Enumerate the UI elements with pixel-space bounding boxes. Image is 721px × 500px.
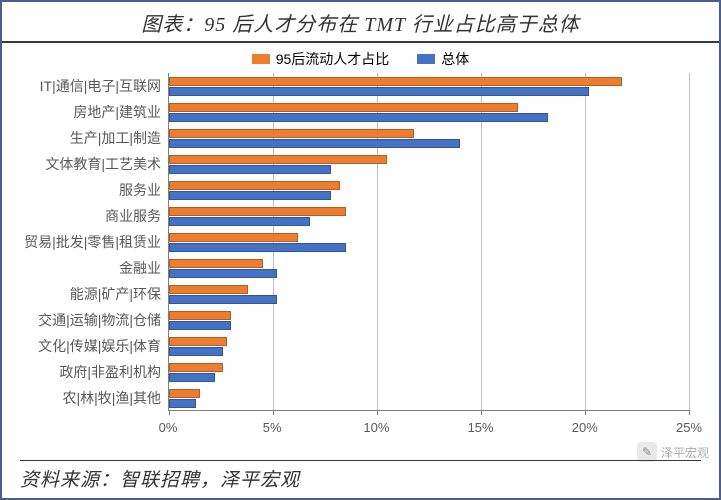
bar bbox=[169, 347, 223, 356]
bar bbox=[169, 363, 223, 372]
category-group: 政府|非盈利机构 bbox=[169, 359, 689, 385]
bar bbox=[169, 155, 387, 164]
plot: IT|通信|电子|互联网房地产|建筑业生产|加工|制造文体教育|工艺美术服务业商… bbox=[168, 73, 689, 411]
category-label: 文体教育|工艺美术 bbox=[45, 154, 169, 174]
category-group: 文体教育|工艺美术 bbox=[169, 151, 689, 177]
bar bbox=[169, 103, 518, 112]
bar bbox=[169, 129, 414, 138]
category-label: 金融业 bbox=[119, 258, 169, 278]
bar bbox=[169, 77, 622, 86]
category-group: 房地产|建筑业 bbox=[169, 99, 689, 125]
x-tick-label: 0% bbox=[159, 420, 178, 435]
category-group: IT|通信|电子|互联网 bbox=[169, 73, 689, 99]
category-group: 交通|运输|物流|仓储 bbox=[169, 307, 689, 333]
category-label: IT|通信|电子|互联网 bbox=[40, 76, 169, 96]
chart-area: IT|通信|电子|互联网房地产|建筑业生产|加工|制造文体教育|工艺美术服务业商… bbox=[168, 73, 689, 435]
category-label: 房地产|建筑业 bbox=[73, 102, 169, 122]
category-label: 农|林|牧|渔|其他 bbox=[62, 388, 169, 408]
category-group: 能源|矿产|环保 bbox=[169, 281, 689, 307]
bar bbox=[169, 207, 346, 216]
x-tick-label: 5% bbox=[263, 420, 282, 435]
bar bbox=[169, 181, 340, 190]
x-tick-label: 15% bbox=[468, 420, 494, 435]
category-label: 能源|矿产|环保 bbox=[70, 284, 169, 304]
bar bbox=[169, 321, 231, 330]
source-line: 资料来源：智联招聘，泽平宏观 bbox=[20, 460, 701, 492]
legend-label: 95后流动人才占比 bbox=[276, 49, 390, 69]
category-label: 交通|运输|物流|仓储 bbox=[38, 310, 169, 330]
category-group: 农|林|牧|渔|其他 bbox=[169, 385, 689, 411]
x-tick-label: 25% bbox=[676, 420, 702, 435]
bar bbox=[169, 233, 298, 242]
bar bbox=[169, 399, 196, 408]
bar bbox=[169, 191, 331, 200]
x-tick-label: 20% bbox=[572, 420, 598, 435]
category-group: 金融业 bbox=[169, 255, 689, 281]
x-tick-label: 10% bbox=[363, 420, 389, 435]
bar bbox=[169, 139, 460, 148]
category-group: 服务业 bbox=[169, 177, 689, 203]
bar bbox=[169, 113, 548, 122]
category-label: 贸易|批发|零售|租赁业 bbox=[24, 232, 169, 252]
legend-swatch bbox=[252, 54, 270, 64]
bar bbox=[169, 269, 277, 278]
watermark: ✎ 泽平宏观 bbox=[637, 442, 709, 462]
category-label: 生产|加工|制造 bbox=[70, 128, 169, 148]
bar bbox=[169, 217, 310, 226]
category-group: 商业服务 bbox=[169, 203, 689, 229]
chart-title: 图表：95 后人才分布在 TMT 行业占比高于总体 bbox=[2, 2, 719, 43]
tick-mark bbox=[689, 410, 690, 415]
category-label: 服务业 bbox=[119, 180, 169, 200]
legend-swatch bbox=[417, 54, 435, 64]
watermark-label: 泽平宏观 bbox=[661, 444, 709, 461]
wechat-icon: ✎ bbox=[637, 442, 657, 462]
legend-item: 总体 bbox=[417, 49, 469, 69]
bar bbox=[169, 337, 227, 346]
bar bbox=[169, 87, 589, 96]
gridline bbox=[689, 73, 690, 410]
legend-item: 95后流动人才占比 bbox=[252, 49, 390, 69]
bar bbox=[169, 389, 200, 398]
legend: 95后流动人才占比 总体 bbox=[2, 43, 719, 73]
bar bbox=[169, 243, 346, 252]
category-group: 贸易|批发|零售|租赁业 bbox=[169, 229, 689, 255]
bar bbox=[169, 295, 277, 304]
category-label: 商业服务 bbox=[105, 206, 169, 226]
bar bbox=[169, 311, 231, 320]
bar bbox=[169, 165, 331, 174]
category-label: 政府|非盈利机构 bbox=[59, 362, 169, 382]
bar bbox=[169, 373, 215, 382]
bar bbox=[169, 259, 263, 268]
bar bbox=[169, 285, 248, 294]
category-label: 文化|传媒|娱乐|体育 bbox=[38, 336, 169, 356]
category-group: 生产|加工|制造 bbox=[169, 125, 689, 151]
category-group: 文化|传媒|娱乐|体育 bbox=[169, 333, 689, 359]
legend-label: 总体 bbox=[441, 49, 469, 69]
